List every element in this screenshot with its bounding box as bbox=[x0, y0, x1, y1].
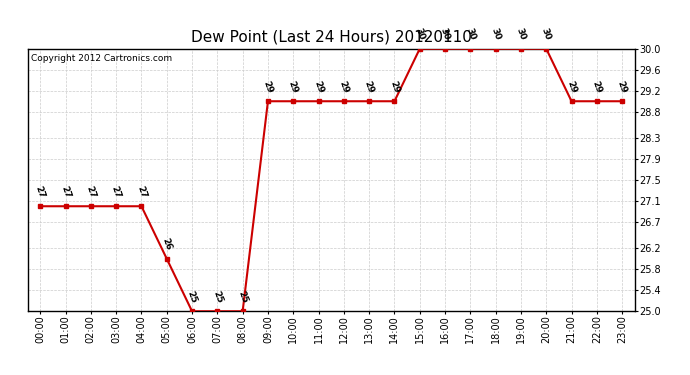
Text: Copyright 2012 Cartronics.com: Copyright 2012 Cartronics.com bbox=[30, 54, 172, 63]
Text: 30: 30 bbox=[464, 27, 477, 42]
Text: 26: 26 bbox=[160, 237, 173, 252]
Text: 30: 30 bbox=[515, 27, 527, 42]
Text: 27: 27 bbox=[135, 184, 148, 199]
Title: Dew Point (Last 24 Hours) 20120110: Dew Point (Last 24 Hours) 20120110 bbox=[190, 30, 472, 45]
Text: 27: 27 bbox=[84, 184, 97, 199]
Text: 27: 27 bbox=[59, 184, 72, 199]
Text: 29: 29 bbox=[363, 80, 375, 94]
Text: 30: 30 bbox=[413, 27, 426, 42]
Text: 29: 29 bbox=[287, 80, 299, 94]
Text: 25: 25 bbox=[236, 290, 249, 304]
Text: 29: 29 bbox=[615, 80, 629, 94]
Text: 25: 25 bbox=[211, 290, 224, 304]
Text: 30: 30 bbox=[439, 27, 451, 42]
Text: 29: 29 bbox=[388, 80, 401, 94]
Text: 27: 27 bbox=[110, 184, 123, 199]
Text: 27: 27 bbox=[34, 184, 47, 199]
Text: 29: 29 bbox=[312, 80, 325, 94]
Text: 30: 30 bbox=[489, 27, 502, 42]
Text: 29: 29 bbox=[337, 80, 351, 94]
Text: 30: 30 bbox=[540, 27, 553, 42]
Text: 29: 29 bbox=[591, 80, 603, 94]
Text: 29: 29 bbox=[262, 80, 275, 94]
Text: 29: 29 bbox=[565, 80, 578, 94]
Text: 25: 25 bbox=[186, 290, 199, 304]
